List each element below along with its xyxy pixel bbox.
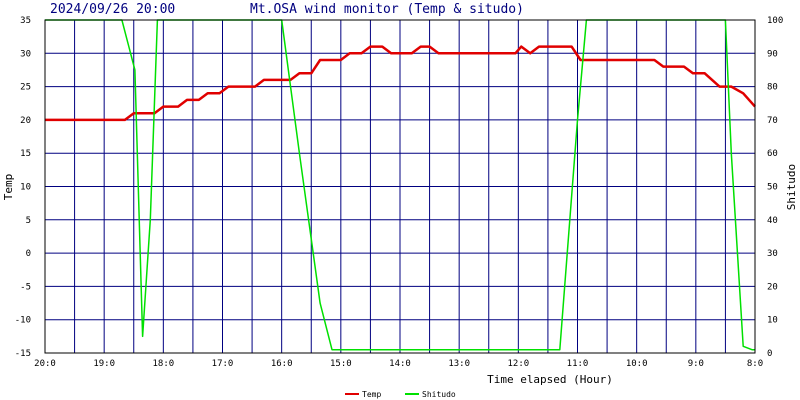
x-tick-label: 14:0 <box>389 359 411 369</box>
y-left-tick-label: 30 <box>20 49 31 59</box>
legend-label-shitudo: Shitudo <box>422 390 456 399</box>
y-left-tick-label: 10 <box>20 183 31 193</box>
series-lines <box>45 19 756 351</box>
y-axis-right-label: Shitudo <box>785 164 798 210</box>
x-axis-label: Time elapsed (Hour) <box>487 373 613 386</box>
legend: Temp Shitudo <box>345 390 456 399</box>
y-left-tick-label: -10 <box>15 316 31 326</box>
y-right-tick-label: 100 <box>767 16 783 26</box>
y-right-tick-label: 70 <box>767 116 778 126</box>
y-right-tick-label: 30 <box>767 249 778 259</box>
y-left-tick-label: 25 <box>20 83 31 93</box>
header-datetime: 2024/09/26 20:00 <box>50 2 175 17</box>
plot-frame <box>44 19 756 354</box>
y-right-tick-label: 40 <box>767 216 778 226</box>
x-tick-label: 13:0 <box>448 359 470 369</box>
y-left-tick-label: 20 <box>20 116 31 126</box>
series-line-temp <box>45 45 756 122</box>
legend-label-temp: Temp <box>362 390 381 399</box>
y-right-tick-label: 60 <box>767 149 778 159</box>
y-right-tick-label: 20 <box>767 282 778 292</box>
x-tick-label: 17:0 <box>212 359 234 369</box>
chart-title: Mt.OSA wind monitor (Temp & situdo) <box>250 2 524 17</box>
tick-labels: -15 -10 -5 0 5 10 15 20 25 30 35 0 10 20 30 40 50 60 70 80 9… <box>15 16 784 369</box>
x-tick-label: 12:0 <box>507 359 529 369</box>
grid-lines <box>45 20 755 353</box>
x-tick-label: 19:0 <box>93 359 115 369</box>
x-tick-label: 20:0 <box>34 359 56 369</box>
y-left-tick-label: 15 <box>20 149 31 159</box>
x-tick-label: 15:0 <box>330 359 352 369</box>
y-left-tick-label: 0 <box>26 249 31 259</box>
series-line-shitudo <box>45 19 755 351</box>
y-axis-left-label: Temp <box>2 174 15 201</box>
x-tick-label: 16:0 <box>271 359 293 369</box>
y-right-tick-label: 0 <box>767 349 772 359</box>
y-right-tick-label: 90 <box>767 49 778 59</box>
x-tick-label: 9:0 <box>688 359 704 369</box>
y-right-tick-label: 10 <box>767 316 778 326</box>
x-tick-label: 11:0 <box>567 359 589 369</box>
y-left-tick-label: -15 <box>15 349 31 359</box>
x-tick-label: 18:0 <box>152 359 174 369</box>
x-tick-label: 8:0 <box>747 359 763 369</box>
y-left-tick-label: 35 <box>20 16 31 26</box>
y-left-tick-label: 5 <box>26 216 31 226</box>
x-tick-label: 10:0 <box>626 359 648 369</box>
y-left-tick-label: -5 <box>20 282 31 292</box>
y-right-tick-label: 80 <box>767 83 778 93</box>
y-right-tick-label: 50 <box>767 183 778 193</box>
